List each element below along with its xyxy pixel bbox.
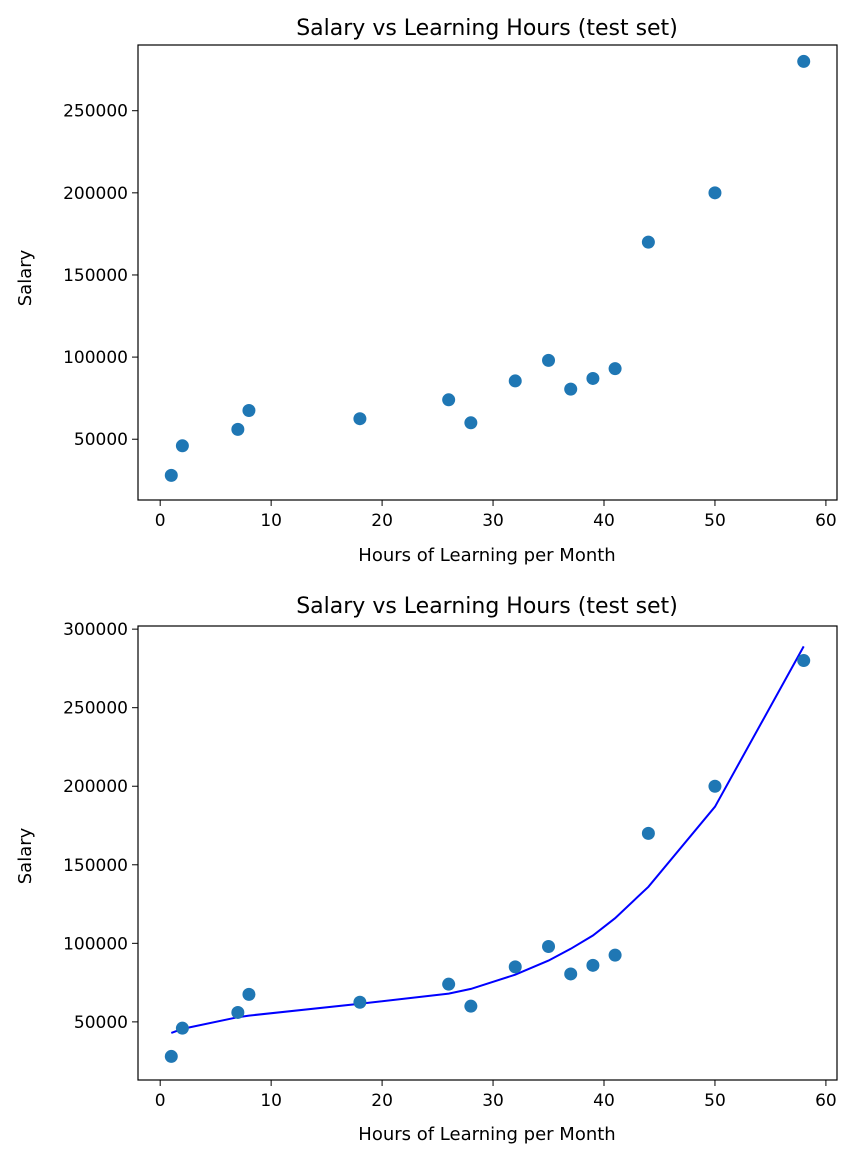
x-tick-label: 10 xyxy=(260,511,282,531)
scatter-point xyxy=(586,958,600,972)
y-tick-label: 150000 xyxy=(63,266,128,286)
scatter-point xyxy=(564,967,578,981)
scatter-point xyxy=(442,393,456,407)
y-axis-label: Salary xyxy=(15,827,36,884)
scatter-point xyxy=(508,960,522,974)
y-tick-label: 50000 xyxy=(74,1013,128,1033)
scatter-point xyxy=(242,987,256,1001)
mark-layer xyxy=(164,54,811,482)
x-tick-label: 50 xyxy=(704,1091,726,1111)
scatter-point xyxy=(542,939,556,953)
scatter-point xyxy=(542,353,556,367)
plot-area-frame xyxy=(137,625,838,1081)
scatter-point xyxy=(231,422,245,436)
x-tick-label: 40 xyxy=(593,1091,615,1111)
scatter-point xyxy=(242,403,256,417)
scatter-point xyxy=(708,186,722,200)
scatter-point xyxy=(508,374,522,388)
x-axis-label: Hours of Learning per Month xyxy=(358,545,615,566)
scatter-point xyxy=(175,439,189,453)
y-axis-label: Salary xyxy=(15,249,36,306)
y-tick-label: 100000 xyxy=(63,934,128,954)
x-tick-label: 60 xyxy=(815,1091,837,1111)
y-tick-label: 50000 xyxy=(74,430,128,450)
scatter-point xyxy=(442,977,456,991)
scatter-point xyxy=(797,654,811,668)
scatter-point xyxy=(641,235,655,249)
y-tick-label: 200000 xyxy=(63,777,128,797)
scatter-point xyxy=(175,1021,189,1035)
x-tick-label: 0 xyxy=(155,1091,166,1111)
scatter-point xyxy=(564,382,578,396)
tick-layer: 0 10 20 30 40 50 60 50000 100000 150000 200000 2500… xyxy=(63,620,837,1111)
x-tick-label: 20 xyxy=(371,511,393,531)
scatter-point xyxy=(641,826,655,840)
y-tick-label: 200000 xyxy=(63,184,128,204)
tick-layer: 0 10 20 30 40 50 60 50000 100000 150000 200000 2500… xyxy=(63,102,837,531)
scatter-point xyxy=(608,948,622,962)
scatter-point xyxy=(164,468,178,482)
scatter-point xyxy=(708,779,722,793)
plot-area-frame xyxy=(137,44,838,501)
chart-top: Salary vs Learning Hours (test set) Hour… xyxy=(15,16,838,566)
x-tick-label: 40 xyxy=(593,511,615,531)
x-tick-label: 30 xyxy=(482,511,504,531)
chart-bottom: Salary vs Learning Hours (test set) Hour… xyxy=(15,594,838,1145)
y-tick-label: 250000 xyxy=(63,699,128,719)
scatter-point xyxy=(353,412,367,426)
scatter-point xyxy=(586,371,600,385)
x-tick-label: 60 xyxy=(815,511,837,531)
y-tick-label: 250000 xyxy=(63,102,128,122)
scatter-point xyxy=(608,362,622,376)
y-tick-label: 150000 xyxy=(63,856,128,876)
x-tick-label: 10 xyxy=(260,1091,282,1111)
scatter-point xyxy=(164,1049,178,1063)
mark-layer xyxy=(164,645,811,1063)
chart-title: Salary vs Learning Hours (test set) xyxy=(296,594,678,619)
x-tick-label: 50 xyxy=(704,511,726,531)
fit-line xyxy=(170,645,805,1034)
x-tick-label: 30 xyxy=(482,1091,504,1111)
x-tick-label: 20 xyxy=(371,1091,393,1111)
y-tick-label: 300000 xyxy=(63,620,128,640)
chart-title: Salary vs Learning Hours (test set) xyxy=(296,16,678,41)
scatter-point xyxy=(231,1005,245,1019)
scatter-point xyxy=(797,54,811,68)
scatter-point xyxy=(353,995,367,1009)
x-tick-label: 0 xyxy=(155,511,166,531)
x-axis-label: Hours of Learning per Month xyxy=(358,1124,615,1145)
scatter-point xyxy=(464,999,478,1013)
scatter-point xyxy=(464,416,478,430)
y-tick-label: 100000 xyxy=(63,348,128,368)
